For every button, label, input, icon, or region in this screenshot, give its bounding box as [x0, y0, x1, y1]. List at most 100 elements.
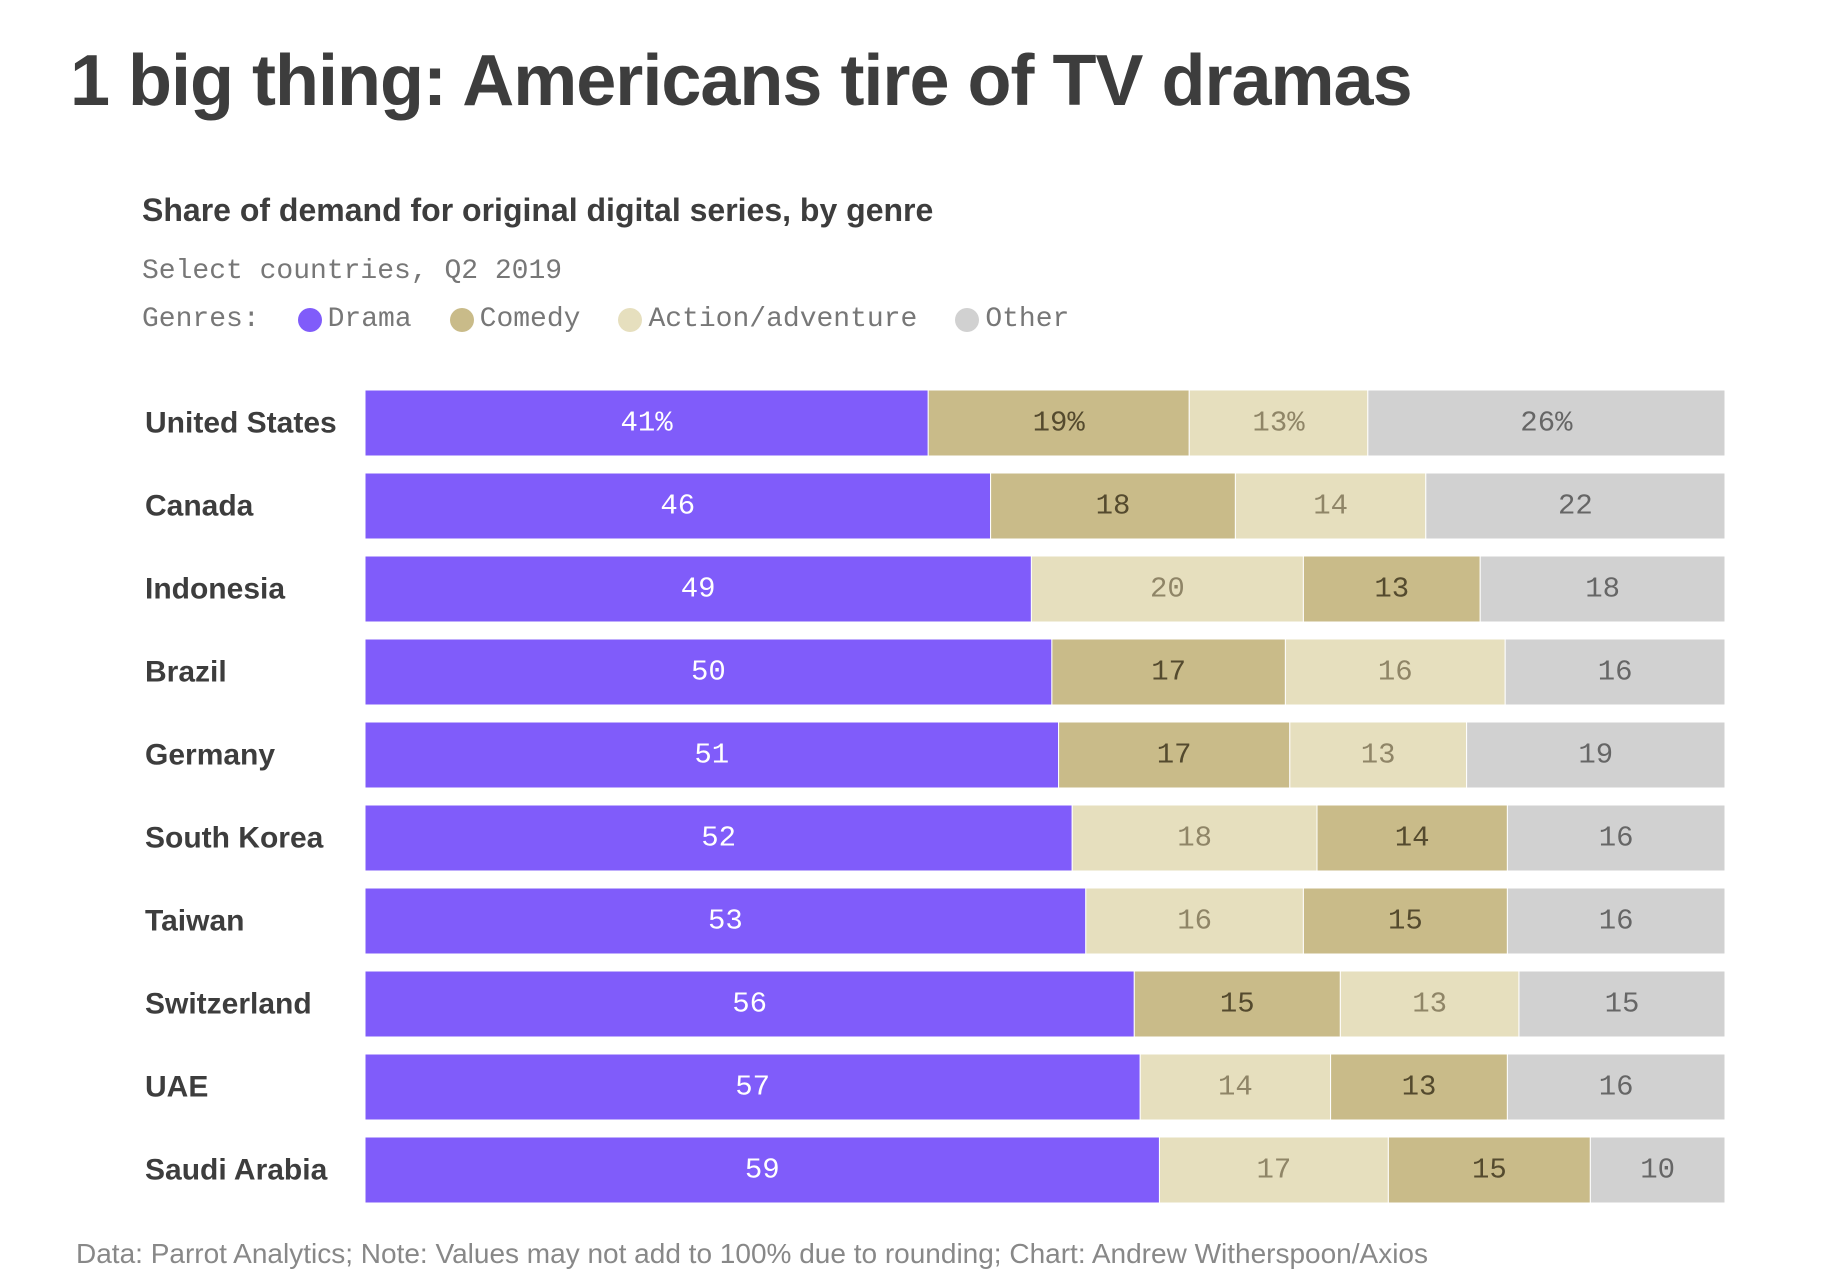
data-label-switzerland-action-adventure: 13 [1412, 988, 1447, 1021]
bar-segment-united-states-drama [364, 389, 929, 457]
bar-row-germany: Germany 51 17 13 19 [145, 721, 1726, 789]
legend-item-other: Other [955, 304, 1069, 335]
bar-segment-canada-drama [364, 472, 992, 540]
bar-row-saudi-arabia: Saudi Arabia 59 17 15 10 [145, 1136, 1726, 1204]
data-label-indonesia-action-adventure: 20 [1150, 573, 1185, 606]
data-label-switzerland-drama: 56 [732, 988, 767, 1021]
data-label-united-states-other: 26% [1520, 407, 1573, 440]
legend-label-action-adventure: Action/adventure [648, 304, 918, 335]
bar-segment-brazil-comedy [1051, 638, 1286, 706]
data-label-canada-drama: 46 [660, 490, 695, 523]
bar-segment-germany-other [1466, 721, 1726, 789]
bar-segment-brazil-action-adventure [1284, 638, 1506, 706]
data-label-canada-other: 22 [1558, 490, 1593, 523]
data-label-saudi-arabia-comedy: 15 [1472, 1154, 1507, 1187]
data-label-uae-comedy: 13 [1402, 1071, 1437, 1104]
row-label-canada: Canada [145, 490, 254, 523]
data-label-germany-action-adventure: 13 [1361, 739, 1396, 772]
bar-row-united-states: United States 41% 19% 13% 26% [145, 389, 1726, 457]
data-label-taiwan-comedy: 15 [1388, 905, 1423, 938]
headline: 1 big thing: Americans tire of TV dramas [70, 41, 1413, 121]
bar-row-south-korea: South Korea 52 18 14 16 [145, 804, 1726, 872]
row-label-saudi-arabia: Saudi Arabia [145, 1154, 328, 1187]
data-label-saudi-arabia-other: 10 [1640, 1154, 1675, 1187]
legend-item-drama: Drama [297, 304, 412, 335]
bar-segment-south-korea-drama [364, 804, 1073, 872]
bar-segment-saudi-arabia-comedy [1387, 1136, 1591, 1204]
data-label-uae-action-adventure: 14 [1218, 1071, 1253, 1104]
bar-segment-taiwan-comedy [1302, 887, 1508, 955]
bar-segment-saudi-arabia-action-adventure [1158, 1136, 1389, 1204]
bar-segment-indonesia-action-adventure [1030, 555, 1304, 623]
bar-row-indonesia: Indonesia 49 20 13 18 [145, 555, 1726, 623]
legend-swatch-comedy [449, 307, 474, 332]
data-label-canada-comedy: 18 [1096, 490, 1131, 523]
chart-title: Share of demand for original digital ser… [142, 192, 934, 228]
data-label-brazil-other: 16 [1598, 656, 1633, 689]
bar-segment-switzerland-drama [364, 970, 1135, 1038]
bar-segment-south-korea-other [1506, 804, 1726, 872]
chart-subtitle: Select countries, Q2 2019 [142, 256, 563, 287]
data-label-saudi-arabia-action-adventure: 17 [1257, 1154, 1292, 1187]
legend-swatch-action-adventure [618, 307, 643, 332]
bar-segment-saudi-arabia-drama [364, 1136, 1160, 1204]
bar-segment-brazil-other [1504, 638, 1726, 706]
data-label-taiwan-drama: 53 [708, 905, 743, 938]
bar-segment-switzerland-action-adventure [1339, 970, 1520, 1038]
legend: Genres: Drama Comedy Action/adventure Ot… [142, 304, 1107, 335]
bar-row-brazil: Brazil 50 17 16 16 [145, 638, 1726, 706]
data-label-south-korea-other: 16 [1599, 822, 1634, 855]
row-label-indonesia: Indonesia [145, 573, 285, 606]
bar-segment-canada-action-adventure [1234, 472, 1427, 540]
legend-swatch-drama [297, 307, 322, 332]
bar-segment-switzerland-other [1518, 970, 1726, 1038]
bar-segment-united-states-comedy [927, 389, 1190, 457]
bar-segment-taiwan-other [1506, 887, 1726, 955]
data-label-brazil-drama: 50 [691, 656, 726, 689]
bar-segment-saudi-arabia-other [1589, 1136, 1726, 1204]
row-label-united-states: United States [145, 407, 337, 440]
data-label-indonesia-comedy: 13 [1374, 573, 1409, 606]
bar-segment-united-states-action-adventure [1188, 389, 1369, 457]
bar-segment-canada-other [1425, 472, 1726, 540]
legend-label-other: Other [985, 304, 1070, 335]
data-label-germany-comedy: 17 [1157, 739, 1192, 772]
data-label-switzerland-comedy: 15 [1220, 988, 1255, 1021]
bar-row-uae: UAE 57 14 13 16 [145, 1053, 1726, 1121]
data-label-south-korea-comedy: 14 [1395, 822, 1430, 855]
legend-swatch-other [955, 307, 980, 332]
data-label-united-states-drama: 41% [621, 407, 674, 440]
data-label-south-korea-action-adventure: 18 [1177, 822, 1212, 855]
bar-segment-germany-action-adventure [1289, 721, 1468, 789]
bar-segment-taiwan-drama [364, 887, 1087, 955]
row-label-switzerland: Switzerland [145, 988, 312, 1021]
row-label-germany: Germany [145, 739, 275, 772]
bar-segment-brazil-drama [364, 638, 1053, 706]
bar-segment-uae-comedy [1330, 1053, 1508, 1121]
data-label-south-korea-drama: 52 [701, 822, 736, 855]
bar-segment-uae-action-adventure [1139, 1053, 1332, 1121]
row-label-brazil: Brazil [145, 656, 227, 689]
bar-segment-indonesia-drama [364, 555, 1032, 623]
row-label-south-korea: South Korea [145, 822, 324, 855]
data-label-brazil-comedy: 17 [1151, 656, 1186, 689]
bar-segment-indonesia-other [1479, 555, 1726, 623]
legend-item-comedy: Comedy [449, 304, 581, 335]
data-label-saudi-arabia-drama: 59 [745, 1154, 780, 1187]
data-label-brazil-action-adventure: 16 [1378, 656, 1413, 689]
data-label-uae-other: 16 [1599, 1071, 1634, 1104]
data-label-indonesia-other: 18 [1585, 573, 1620, 606]
bar-row-switzerland: Switzerland 56 15 13 15 [145, 970, 1726, 1038]
footnote: Data: Parrot Analytics; Note: Values may… [76, 1238, 1428, 1269]
data-label-germany-drama: 51 [694, 739, 729, 772]
bar-row-taiwan: Taiwan 53 16 15 16 [145, 887, 1726, 955]
legend-label-comedy: Comedy [479, 304, 581, 335]
bar-segment-south-korea-action-adventure [1071, 804, 1318, 872]
data-label-switzerland-other: 15 [1605, 988, 1640, 1021]
bar-segment-south-korea-comedy [1316, 804, 1508, 872]
row-label-taiwan: Taiwan [145, 905, 244, 938]
data-label-taiwan-other: 16 [1599, 905, 1634, 938]
data-label-canada-action-adventure: 14 [1313, 490, 1348, 523]
bar-segment-germany-comedy [1058, 721, 1291, 789]
bar-segment-canada-comedy [990, 472, 1236, 540]
